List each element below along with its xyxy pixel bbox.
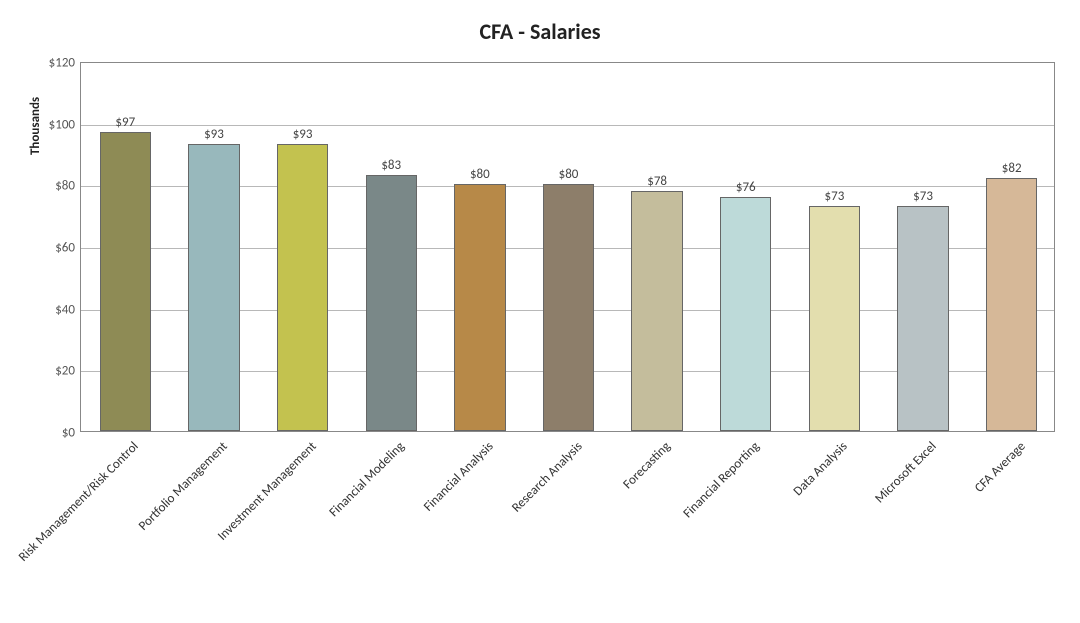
- y-tick-label: $20: [55, 364, 75, 379]
- category-label: Microsoft Excel: [872, 439, 939, 506]
- category-label: Financial Reporting: [680, 439, 762, 521]
- category-label: Financial Modeling: [327, 439, 408, 520]
- bar: [809, 206, 860, 431]
- bar-value-label: $97: [115, 115, 135, 130]
- bar-value-label: $73: [913, 189, 933, 204]
- bar-value-label: $73: [825, 189, 845, 204]
- category-label: CFA Average: [972, 439, 1029, 496]
- y-tick-label: $40: [55, 302, 75, 317]
- y-tick-label: $0: [62, 426, 75, 441]
- bar-value-label: $93: [204, 127, 224, 142]
- chart-title: CFA - Salaries: [0, 18, 1080, 45]
- bar: [631, 191, 682, 432]
- gridline: [81, 125, 1054, 126]
- y-tick-label: $100: [49, 117, 75, 132]
- bar: [543, 184, 594, 431]
- bar-value-label: $78: [647, 174, 667, 189]
- category-label: Financial Analysis: [421, 439, 497, 515]
- category-label: Portfolio Management: [136, 439, 231, 534]
- bar: [366, 175, 417, 431]
- bar: [454, 184, 505, 431]
- bar: [188, 144, 239, 431]
- y-tick-label: $80: [55, 179, 75, 194]
- category-label: Forecasting: [621, 439, 674, 492]
- bar: [720, 197, 771, 431]
- bar: [897, 206, 948, 431]
- category-label: Research Analysis: [509, 439, 585, 515]
- bar: [277, 144, 328, 431]
- y-tick-label: $120: [49, 56, 75, 71]
- bar-value-label: $82: [1002, 161, 1022, 176]
- bar: [986, 178, 1037, 431]
- bar-value-label: $83: [381, 158, 401, 173]
- bar-value-label: $80: [470, 167, 490, 182]
- chart-container: CFA - Salaries Thousands $0$20$40$60$80$…: [0, 0, 1080, 623]
- bar: [100, 132, 151, 431]
- bar-value-label: $76: [736, 180, 756, 195]
- category-label: Risk Management/Risk Control: [16, 439, 142, 565]
- category-label: Data Analysis: [791, 439, 851, 499]
- category-label: Investment Management: [214, 439, 319, 544]
- plot-area: $0$20$40$60$80$100$120$97Risk Management…: [80, 62, 1055, 432]
- bar-value-label: $80: [559, 167, 579, 182]
- bar-value-label: $93: [293, 127, 313, 142]
- y-axis-label: Thousands: [28, 97, 43, 155]
- y-tick-label: $60: [55, 241, 75, 256]
